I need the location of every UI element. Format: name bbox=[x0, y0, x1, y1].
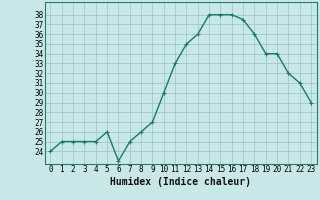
X-axis label: Humidex (Indice chaleur): Humidex (Indice chaleur) bbox=[110, 177, 251, 187]
